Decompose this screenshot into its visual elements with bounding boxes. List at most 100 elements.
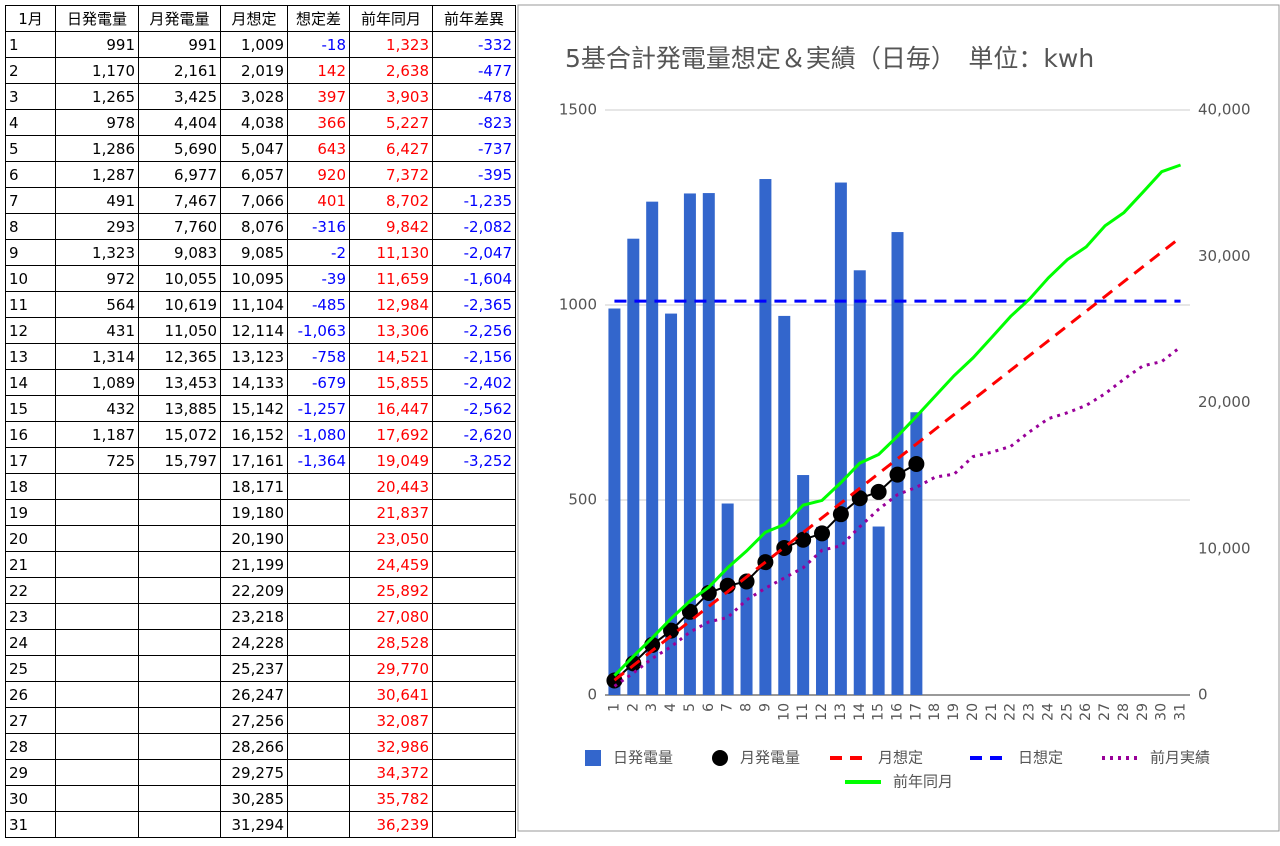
table-cell: 25,237 xyxy=(220,655,288,682)
y-tick-label: 1500 xyxy=(559,101,597,119)
table-cell xyxy=(55,525,139,552)
table-row: 27 27,256 32,087 xyxy=(5,707,516,734)
table-cell: -3,252 xyxy=(432,447,516,474)
table-cell: 26,247 xyxy=(220,681,288,708)
table-row: 25 25,237 29,770 xyxy=(5,655,516,682)
table-cell: 10,619 xyxy=(138,291,221,318)
table-cell: 1,265 xyxy=(55,83,139,110)
table-cell: 22 xyxy=(5,577,56,604)
table-cell xyxy=(287,707,350,734)
table-cell: 15,797 xyxy=(138,447,221,474)
table-cell: 7 xyxy=(5,187,56,214)
table-cell: 2,019 xyxy=(220,57,288,84)
x-tick-label: 14 xyxy=(852,703,868,721)
table-cell: 7,760 xyxy=(138,213,221,240)
table-cell: 前年差異 xyxy=(432,5,516,32)
x-tick-label: 17 xyxy=(908,703,924,721)
table-cell: 10,095 xyxy=(220,265,288,292)
table-cell: 1,323 xyxy=(349,31,433,58)
table-cell: 10 xyxy=(5,265,56,292)
table-cell: 5,690 xyxy=(138,135,221,162)
table-cell: 19,049 xyxy=(349,447,433,474)
y2-tick-label: 40,000 xyxy=(1198,101,1251,119)
x-tick-label: 21 xyxy=(984,703,1000,721)
table-cell xyxy=(432,733,516,760)
table-cell: 12,365 xyxy=(138,343,221,370)
bar xyxy=(872,526,885,695)
x-tick-label: 20 xyxy=(965,703,981,721)
table-cell: 725 xyxy=(55,447,139,474)
table-cell: 7,372 xyxy=(349,161,433,188)
table-cell: 5,227 xyxy=(349,109,433,136)
series-line xyxy=(613,163,1182,677)
table-cell: 19,180 xyxy=(220,499,288,526)
table-cell: 11,130 xyxy=(349,239,433,266)
table-cell xyxy=(432,499,516,526)
table-row: 7 491 7,467 7,066 401 8,702 -1,235 xyxy=(5,187,516,214)
legend-swatch xyxy=(712,750,728,766)
x-tick-label: 2 xyxy=(625,703,641,712)
table-cell: 23,218 xyxy=(220,603,288,630)
legend-swatch xyxy=(585,750,601,766)
table-row: 11 564 10,619 11,104 -485 12,984 -2,365 xyxy=(5,291,516,318)
table-cell: -478 xyxy=(432,83,516,110)
table-cell: 25,892 xyxy=(349,577,433,604)
table-cell: 1,286 xyxy=(55,135,139,162)
bar xyxy=(646,201,659,695)
x-tick-label: 28 xyxy=(1116,703,1132,721)
table-cell xyxy=(55,759,139,786)
bar xyxy=(683,193,696,695)
table-cell xyxy=(55,655,139,682)
table-cell xyxy=(138,525,221,552)
point xyxy=(663,622,680,639)
table-cell: 18 xyxy=(5,473,56,500)
x-tick-label: 30 xyxy=(1154,703,1170,721)
table-row: 31 31,294 36,239 xyxy=(5,811,516,838)
bar xyxy=(891,232,904,695)
x-tick-label: 29 xyxy=(1135,703,1151,721)
table-cell: 23,050 xyxy=(349,525,433,552)
table-row: 1月 日発電量 月発電量 月想定 想定差 前年同月 前年差異 xyxy=(5,5,516,32)
table-cell: 2,161 xyxy=(138,57,221,84)
table-cell: 日発電量 xyxy=(55,5,139,32)
table-cell: -2,082 xyxy=(432,213,516,240)
table-cell: 36,239 xyxy=(349,811,433,838)
table-row: 1 991 991 1,009 -18 1,323 -332 xyxy=(5,31,516,58)
table-cell xyxy=(432,551,516,578)
bar xyxy=(778,315,791,695)
point xyxy=(681,603,698,620)
table-cell xyxy=(138,499,221,526)
table-cell: 35,782 xyxy=(349,785,433,812)
table-row: 16 1,187 15,072 16,152 -1,080 17,692 -2,620 xyxy=(5,421,516,448)
table-cell: 991 xyxy=(138,31,221,58)
table-cell: 4,038 xyxy=(220,109,288,136)
table-cell xyxy=(287,681,350,708)
x-tick-label: 9 xyxy=(757,703,773,712)
table-cell: 24,228 xyxy=(220,629,288,656)
x-tick-label: 18 xyxy=(927,703,943,721)
point xyxy=(814,525,831,542)
table-cell xyxy=(138,707,221,734)
table-cell: -1,080 xyxy=(287,421,350,448)
bar xyxy=(910,412,923,695)
table-cell: 31 xyxy=(5,811,56,838)
table-cell xyxy=(287,733,350,760)
y2-tick-label: 10,000 xyxy=(1198,539,1251,557)
table-cell: -1,235 xyxy=(432,187,516,214)
x-tick-label: 19 xyxy=(946,703,962,721)
table-cell: 9 xyxy=(5,239,56,266)
legend-label: 前月実績 xyxy=(1150,749,1210,767)
table-cell: 29,275 xyxy=(220,759,288,786)
table-cell: 7,066 xyxy=(220,187,288,214)
table-cell: 16,447 xyxy=(349,395,433,422)
table-cell: 27,256 xyxy=(220,707,288,734)
table-cell: 21,837 xyxy=(349,499,433,526)
table-cell: 14,133 xyxy=(220,369,288,396)
bar xyxy=(627,238,640,695)
table-row: 23 23,218 27,080 xyxy=(5,603,516,630)
table-cell: 15,072 xyxy=(138,421,221,448)
x-tick-label: 31 xyxy=(1173,703,1189,721)
table-cell xyxy=(138,473,221,500)
table-cell xyxy=(55,811,139,838)
